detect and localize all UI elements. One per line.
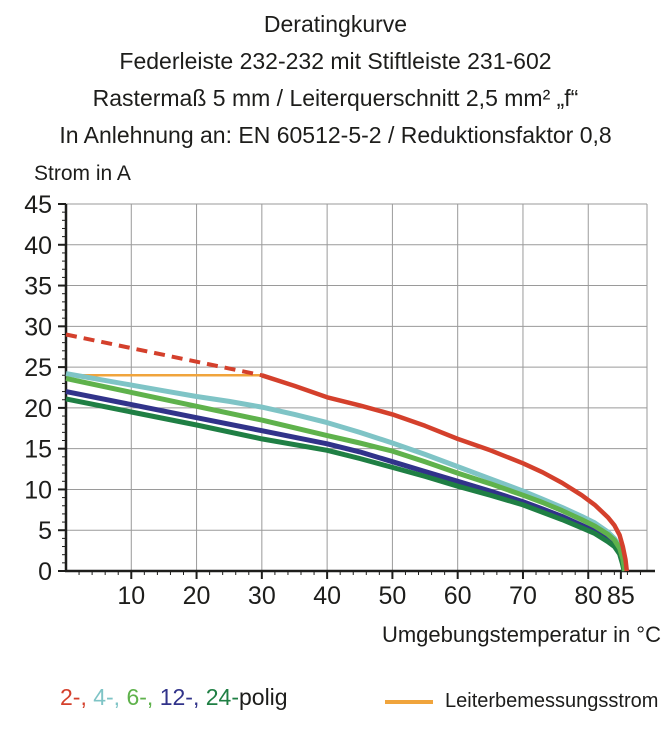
y-tick-label: 5	[38, 517, 52, 545]
chart-title-line4: In Anlehnung an: EN 60512-5-2 / Reduktio…	[59, 122, 612, 148]
legend-token: 6-,	[126, 684, 160, 710]
axes	[64, 204, 655, 573]
y-axis-title: Strom in A	[34, 162, 131, 185]
chart-title-line2: Federleiste 232-232 mit Stiftleiste 231-…	[119, 48, 552, 74]
legend-token: 12-,	[159, 684, 206, 710]
x-tick-label: 20	[183, 582, 211, 610]
legend-token: 24-	[205, 684, 239, 710]
chart-svg: 0 5 10 15 20 25 30 35 40 45 10 20 30 40 50 60 70 80 85	[24, 191, 655, 610]
legend-token: polig	[238, 684, 288, 710]
chart-title-block: Deratingkurve Federleiste 232-232 mit St…	[0, 6, 671, 154]
x-tick-label: 10	[117, 582, 145, 610]
y-tick-label: 30	[24, 313, 52, 341]
series-12-polig	[65, 389, 627, 572]
y-tick-label: 0	[38, 558, 52, 586]
legend-pole-counts: 2-, 4-, 6-, 12-, 24-polig	[60, 684, 288, 711]
x-tick-label: 30	[248, 582, 276, 610]
series-2-polig-dashed	[65, 332, 263, 378]
legend-token: 4-,	[93, 684, 127, 710]
x-axis-title: Umgebungstemperatur in °C	[381, 622, 661, 647]
y-tick-label: 15	[24, 436, 52, 464]
x-tick-label: 85	[607, 582, 635, 610]
y-tick-label: 20	[24, 395, 52, 423]
series-6-polig	[65, 376, 628, 572]
data-series	[65, 332, 630, 572]
legend-token: 2-,	[60, 684, 94, 710]
axis-ticks	[58, 203, 641, 579]
chart-title-line1: Deratingkurve	[263, 11, 408, 37]
x-tick-label: 60	[444, 582, 472, 610]
x-tick-label: 70	[509, 582, 537, 610]
rated-current-line-swatch	[385, 699, 433, 704]
y-tick-label: 35	[24, 273, 52, 301]
y-tick-label: 40	[24, 232, 52, 260]
chart-title-line3: Rastermaß 5 mm / Leiterquerschnitt 2,5 m…	[92, 85, 579, 111]
tick-labels: 0 5 10 15 20 25 30 35 40 45 10 20 30 40 50 60 70 80 85	[24, 191, 635, 610]
y-tick-label: 25	[24, 354, 52, 382]
y-tick-label: 10	[24, 476, 52, 504]
x-tick-label: 40	[313, 582, 341, 610]
x-tick-label: 80	[574, 582, 602, 610]
legend-rated-current: Leiterbemessungsstrom	[385, 690, 658, 713]
series-2-polig	[261, 373, 630, 572]
y-tick-label: 45	[24, 191, 52, 219]
grid-lines	[66, 203, 648, 571]
chart-area: 0 5 10 15 20 25 30 35 40 45 10 20 30 40 50 60 70 80 85	[24, 191, 655, 610]
rated-current-label: Leiterbemessungsstrom	[445, 690, 659, 712]
x-tick-label: 50	[378, 582, 406, 610]
series-24-polig	[65, 396, 627, 572]
